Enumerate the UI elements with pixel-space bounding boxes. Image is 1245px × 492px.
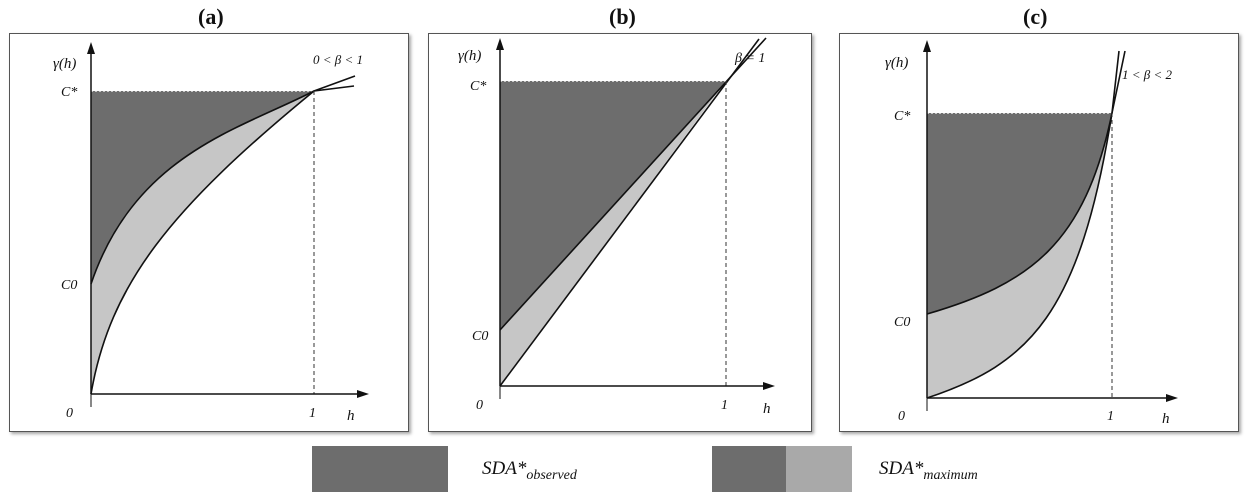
panel-b-plot: γ(h) C* C0 0 1 h β = 1 [458,37,775,417]
c-star-label: C* [470,79,486,94]
legend-maximum-subscript: maximum [923,467,978,483]
beta-condition-label: 1 < β < 2 [1122,67,1173,82]
c0-label: C0 [61,278,77,293]
curve-lower [90,85,355,395]
x-axis-arrow [1166,394,1178,402]
beta-condition-label: β = 1 [734,51,765,66]
legend-observed-label: SDA*observed [482,458,577,484]
c0-label: C0 [894,315,910,330]
origin-label: 0 [898,409,905,424]
beta-condition-label: 0 < β < 1 [313,52,363,67]
panel-b: γ(h) C* C0 0 1 h β = 1 [428,33,812,432]
y-axis-arrow [87,42,95,54]
x-axis-arrow [357,390,369,398]
panel-c-plot: γ(h) C* C0 0 1 h 1 < β < 2 [885,40,1178,427]
x-axis-label: h [1162,411,1170,427]
panel-title-c: (c) [1023,4,1048,29]
panel-c: γ(h) C* C0 0 1 h 1 < β < 2 [839,33,1239,432]
y-axis-label: γ(h) [885,55,908,71]
y-axis-label: γ(h) [53,56,76,72]
y-axis-arrow [496,38,504,50]
area-observed [91,91,314,284]
line-lower [499,38,760,387]
legend-maximum-base: SDA* [879,458,924,479]
panel-title-a: (a) [198,4,224,29]
tick-one-label: 1 [1107,409,1114,424]
y-axis-arrow [923,40,931,52]
legend-observed-base: SDA* [482,458,527,479]
origin-label: 0 [476,398,483,413]
x-axis-arrow [763,382,775,390]
x-axis-label: h [763,401,771,417]
area-maximum-extra [91,91,314,394]
area-maximum-extra [927,113,1112,398]
tick-one-label: 1 [309,406,316,421]
c-star-label: C* [61,85,77,100]
legend-maximum-label: SDA*maximum [879,458,978,484]
x-axis-label: h [347,408,355,424]
curve-lower [926,50,1126,399]
panel-title-b: (b) [609,4,636,29]
c0-label: C0 [472,329,488,344]
legend-observed-subscript: observed [526,467,577,483]
line-upper [499,37,767,331]
legend-maximum-swatch-light [786,446,852,492]
legend-observed-swatch [312,446,448,492]
c-star-label: C* [894,109,910,124]
panel-a-plot: γ(h) C* C0 0 1 h 0 < β < 1 [53,42,369,424]
legend-maximum-swatch-dark [712,446,786,492]
area-observed [927,113,1112,314]
curve-upper [90,75,356,285]
origin-label: 0 [66,406,73,421]
y-axis-label: γ(h) [458,48,481,64]
curve-upper [926,50,1120,315]
panel-a: γ(h) C* C0 0 1 h 0 < β < 1 [9,33,409,432]
tick-one-label: 1 [721,398,728,413]
